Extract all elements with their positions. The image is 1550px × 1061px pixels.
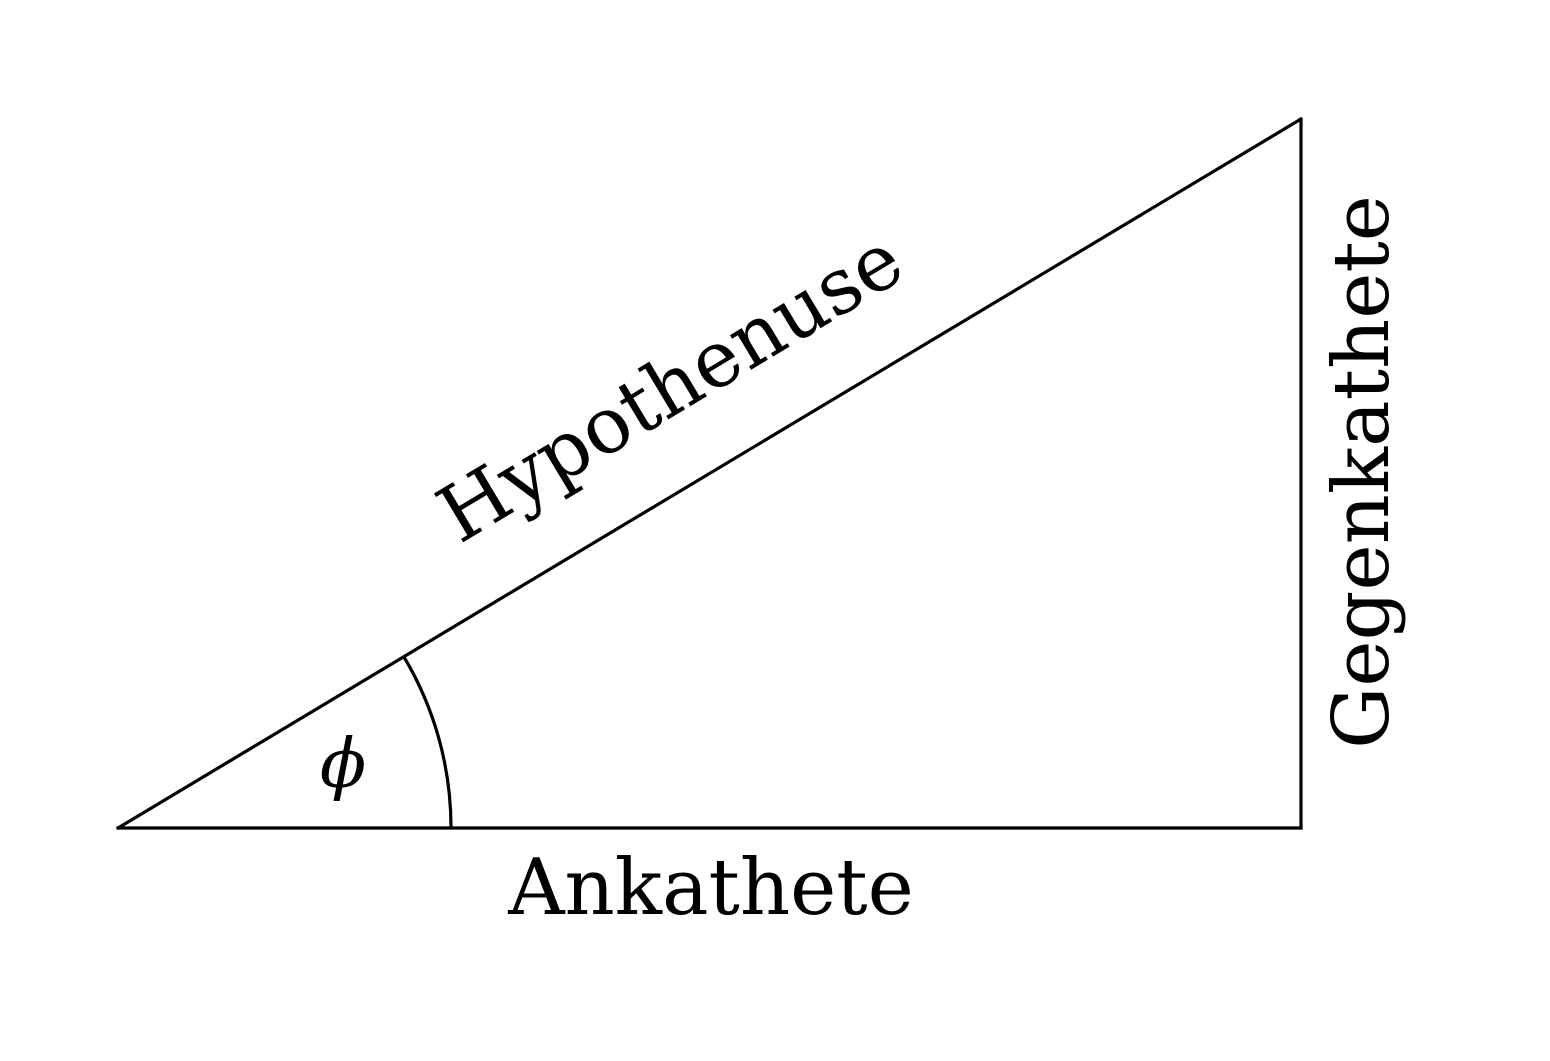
hypotenuse-label: Hypothenuse xyxy=(423,215,918,561)
opposite-label: Gegenkathete xyxy=(1317,195,1407,749)
adjacent-label: Ankathete xyxy=(507,843,914,933)
hypotenuse-side xyxy=(116,117,1303,830)
angle-arc xyxy=(402,656,453,829)
angle-label: ϕ xyxy=(320,725,366,804)
